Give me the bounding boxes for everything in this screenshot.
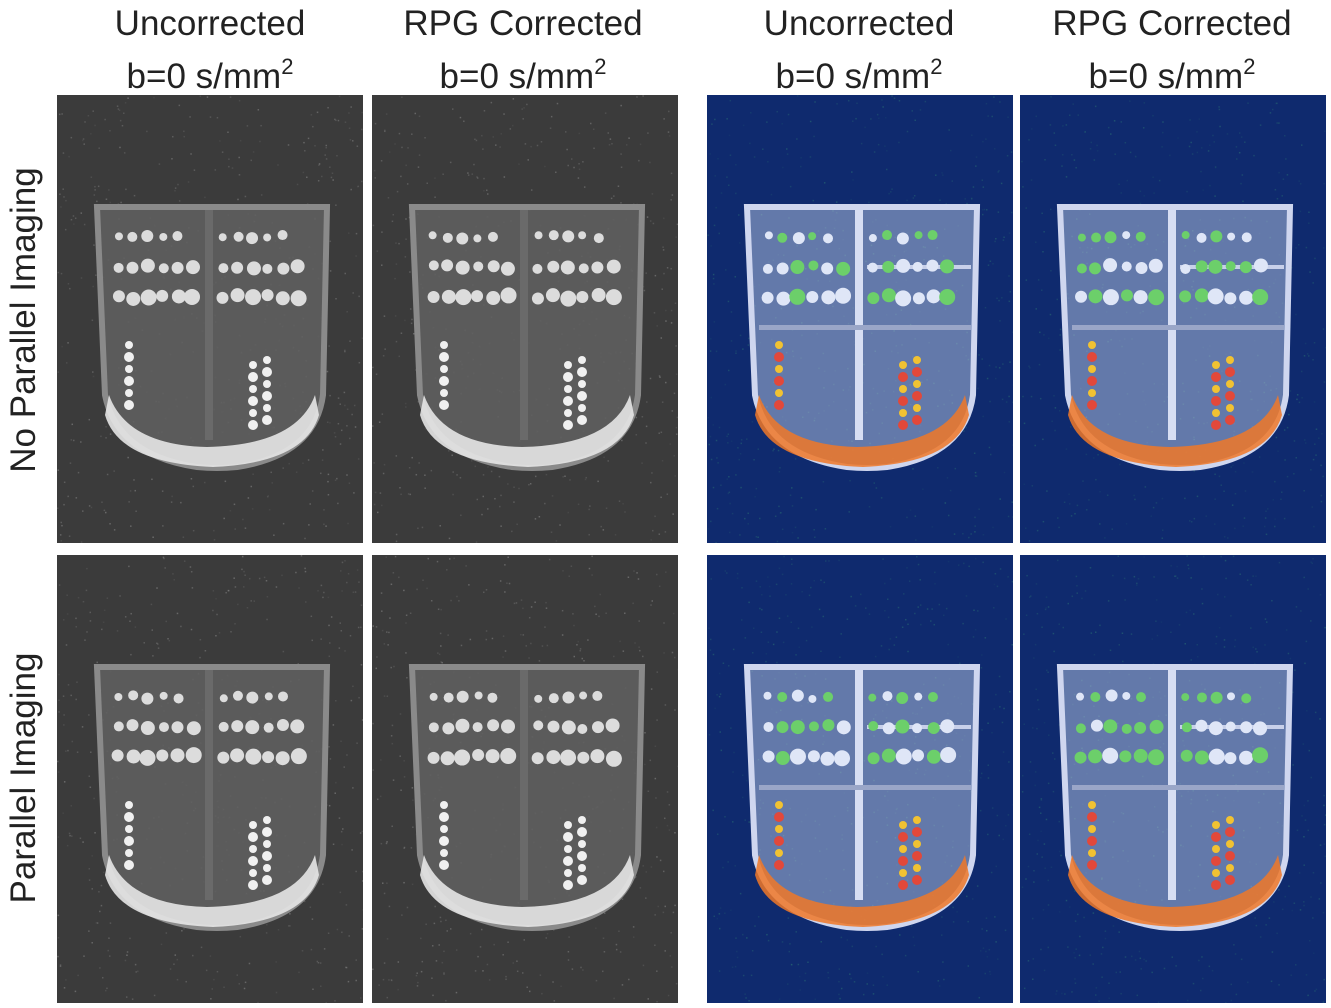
mri-phantom-overlay — [1020, 555, 1326, 1003]
mri-phantom-image — [57, 555, 363, 1003]
row-label-no-parallel-imaging: No Parallel Imaging — [4, 167, 43, 473]
column-title-line1: RPG Corrected — [1052, 4, 1292, 43]
column-title-line1: RPG Corrected — [403, 4, 643, 43]
mri-phantom-overlay — [707, 555, 1013, 1003]
row-label-parallel-imaging: Parallel Imaging — [4, 652, 43, 904]
panel-row2-rpg-corrected-grayscale — [372, 555, 678, 1003]
mri-phantom-overlay — [1020, 95, 1326, 543]
panel-row2-uncorrected-grayscale — [57, 555, 363, 1003]
column-title-line1: Uncorrected — [763, 4, 955, 43]
mri-phantom-overlay — [707, 95, 1013, 543]
panel-row2-uncorrected-overlay — [707, 555, 1013, 1003]
panel-row1-uncorrected-overlay — [707, 95, 1013, 543]
mri-phantom-image — [372, 95, 678, 543]
column-title-line1: Uncorrected — [114, 4, 306, 43]
column-title-4: RPG Corrected b=0 s/mm2 — [1017, 2, 1327, 98]
column-title-line2: b=0 s/mm2 — [439, 54, 607, 96]
column-title-line2: b=0 s/mm2 — [775, 54, 943, 96]
mri-phantom-image — [372, 555, 678, 1003]
column-title-3: Uncorrected b=0 s/mm2 — [704, 2, 1014, 98]
column-title-2: RPG Corrected b=0 s/mm2 — [368, 2, 678, 98]
column-title-line2: b=0 s/mm2 — [1088, 54, 1256, 96]
panel-row2-rpg-corrected-overlay — [1020, 555, 1326, 1003]
column-title-1: Uncorrected b=0 s/mm2 — [55, 2, 365, 98]
panel-row1-uncorrected-grayscale — [57, 95, 363, 543]
column-title-line2: b=0 s/mm2 — [126, 54, 294, 96]
mri-phantom-image — [57, 95, 363, 543]
panel-row1-rpg-corrected-grayscale — [372, 95, 678, 543]
panel-row1-rpg-corrected-overlay — [1020, 95, 1326, 543]
